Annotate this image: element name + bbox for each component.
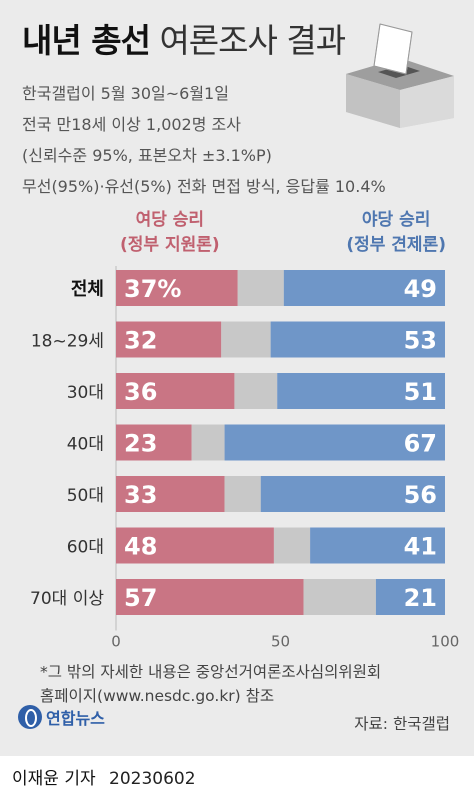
ruling-bar bbox=[116, 270, 238, 306]
yonhap-logo-icon bbox=[18, 705, 42, 729]
neutral-bar bbox=[273, 527, 311, 564]
category-label: 40대 bbox=[67, 435, 104, 455]
neutral-bar bbox=[221, 321, 271, 358]
opposition-value-label: 49 bbox=[404, 275, 437, 303]
page-title: 내년 총선 여론조사 결과 bbox=[22, 14, 346, 62]
ruling-value-label: 37% bbox=[124, 275, 181, 303]
survey-info-line-4: 무선(95%)·유선(5%) 전화 면접 방식, 응답률 10.4% bbox=[22, 177, 386, 196]
opposition-value-label: 67 bbox=[404, 430, 437, 458]
opposition-value-label: 53 bbox=[404, 327, 437, 355]
legend-opposition-line1: 야당 승리 bbox=[361, 210, 431, 230]
ruling-bar bbox=[116, 373, 235, 409]
ruling-bar bbox=[116, 424, 192, 461]
opposition-bar bbox=[260, 476, 445, 512]
survey-info-line-2: 전국 만18세 이상 1,002명 조사 bbox=[22, 115, 241, 134]
legend-ruling-line2: (정부 지원론) bbox=[120, 235, 220, 255]
legend-ruling-line1: 여당 승리 bbox=[135, 210, 205, 230]
opposition-value-label: 56 bbox=[404, 481, 437, 509]
reporter-name: 이재윤 기자 bbox=[12, 769, 96, 789]
category-label: 70대 이상 bbox=[30, 589, 104, 609]
ruling-bar bbox=[116, 527, 274, 564]
neutral-bar bbox=[234, 373, 278, 409]
x-tick-label: 100 bbox=[431, 633, 460, 651]
opposition-bar bbox=[277, 373, 445, 409]
byline: 이재윤 기자 20230602 bbox=[12, 764, 196, 789]
neutral-bar bbox=[224, 476, 261, 512]
ruling-bar bbox=[116, 476, 225, 512]
survey-info-line-3: (신뢰수준 95%, 표본오차 ±3.1%P) bbox=[22, 146, 272, 165]
legend-opposition-line2: (정부 견제론) bbox=[346, 235, 446, 255]
source-text: 자료: 한국갤럽 bbox=[354, 715, 450, 733]
title-light: 여론조사 결과 bbox=[159, 21, 346, 60]
ruling-bar bbox=[116, 579, 304, 615]
infographic-card: 내년 총선 여론조사 결과 한국갤럽이 5월 30일~6월1일 전국 만18세 … bbox=[0, 0, 474, 756]
category-label: 전체 bbox=[71, 279, 104, 300]
category-label: 18~29세 bbox=[31, 332, 104, 352]
survey-info-line-1: 한국갤럽이 5월 30일~6월1일 bbox=[22, 84, 229, 103]
opposition-bar bbox=[283, 270, 445, 306]
x-tick-label: 0 bbox=[111, 633, 121, 651]
category-label: 60대 bbox=[67, 538, 104, 558]
neutral-bar bbox=[191, 424, 225, 461]
opposition-bar bbox=[224, 424, 445, 461]
title-bold: 내년 총선 bbox=[22, 21, 151, 60]
ballot-box-icon bbox=[346, 23, 454, 128]
ruling-value-label: 23 bbox=[124, 430, 157, 458]
footnote-line-1: *그 밖의 자세한 내용은 중앙선거여론조사심의위원회 bbox=[40, 663, 382, 681]
ruling-value-label: 33 bbox=[124, 481, 157, 509]
opposition-bar bbox=[270, 321, 445, 358]
ruling-bar bbox=[116, 321, 222, 358]
opposition-bar bbox=[375, 579, 445, 615]
ruling-value-label: 57 bbox=[124, 584, 157, 612]
category-label: 30대 bbox=[67, 383, 104, 403]
ruling-value-label: 48 bbox=[124, 533, 157, 561]
stacked-bar-chart: 전체 37% 49 18~29세 32 53 30대 36 51 40대 23 67 50대 33 56 60… bbox=[30, 266, 460, 651]
yonhap-logo: 연합뉴스 bbox=[18, 705, 105, 729]
legend-ruling: 여당 승리 (정부 지원론) bbox=[120, 208, 220, 258]
footnote-line-2: 홈페이지(www.nesdc.go.kr) 참조 bbox=[40, 687, 275, 705]
neutral-bar bbox=[237, 270, 284, 306]
logo-text: 연합뉴스 bbox=[46, 709, 105, 728]
publish-date: 20230602 bbox=[109, 769, 196, 789]
ruling-value-label: 36 bbox=[124, 378, 157, 406]
neutral-bar bbox=[303, 579, 376, 615]
x-tick-label: 50 bbox=[271, 633, 290, 651]
category-label: 50대 bbox=[67, 486, 104, 506]
opposition-value-label: 41 bbox=[404, 533, 437, 561]
opposition-value-label: 51 bbox=[404, 378, 437, 406]
opposition-value-label: 21 bbox=[404, 584, 437, 612]
opposition-bar bbox=[310, 527, 445, 564]
ruling-value-label: 32 bbox=[124, 327, 157, 355]
legend-opposition: 야당 승리 (정부 견제론) bbox=[346, 208, 446, 258]
